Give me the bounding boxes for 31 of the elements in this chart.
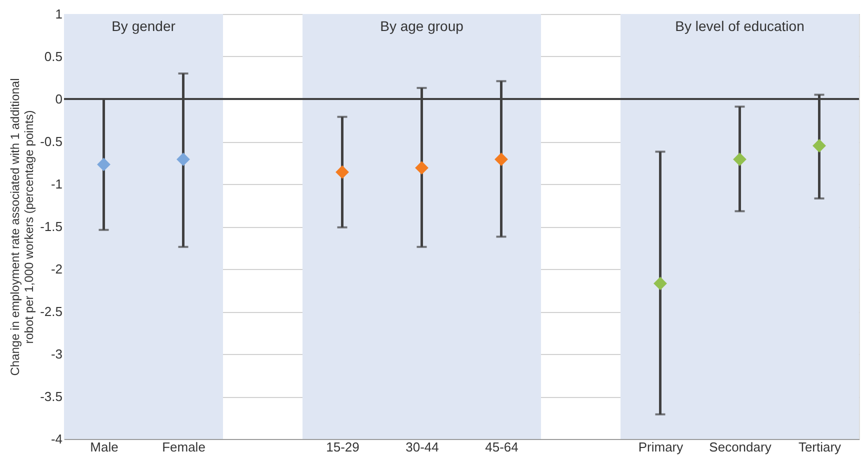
x-tick-label: Primary bbox=[638, 440, 684, 454]
y-tick-label: 1 bbox=[55, 6, 62, 22]
point bbox=[415, 161, 428, 175]
y-tick-label: -4 bbox=[50, 432, 62, 446]
y-tick-label: -2.5 bbox=[40, 304, 62, 319]
point bbox=[654, 276, 667, 290]
y-tick-label: -2 bbox=[50, 262, 62, 276]
x-tick-label: Female bbox=[162, 440, 206, 454]
y-tick-label: 0 bbox=[55, 92, 62, 106]
point bbox=[812, 139, 826, 152]
band-label: By gender bbox=[112, 18, 176, 34]
x-tick-label: Male bbox=[90, 440, 118, 454]
x-tick-label: 30-44 bbox=[406, 440, 439, 454]
x-tick-label: 45-64 bbox=[485, 440, 518, 454]
x-tick-label: 15-29 bbox=[326, 440, 360, 454]
point bbox=[733, 152, 746, 166]
y-tick-label: -0.5 bbox=[40, 134, 62, 149]
x-tick-label: Tertiary bbox=[798, 440, 842, 454]
y-tick-label: 0.5 bbox=[44, 49, 62, 64]
point bbox=[494, 152, 508, 166]
y-axis-title: Change in employment rate associated with 1 additional robot per 1,000 workers (percentage points) bbox=[8, 78, 36, 376]
y-tick-label: -3.5 bbox=[40, 389, 62, 404]
point bbox=[336, 165, 349, 179]
band-label: By age group bbox=[380, 18, 464, 34]
x-tick-label: Secondary bbox=[709, 440, 772, 454]
y-tick-label: -1 bbox=[50, 176, 62, 192]
band-label: By level of education bbox=[675, 18, 804, 34]
y-tick-label: -3 bbox=[50, 346, 62, 362]
y-tick-label: -1.5 bbox=[40, 219, 62, 234]
point bbox=[97, 158, 110, 172]
point bbox=[176, 152, 190, 166]
